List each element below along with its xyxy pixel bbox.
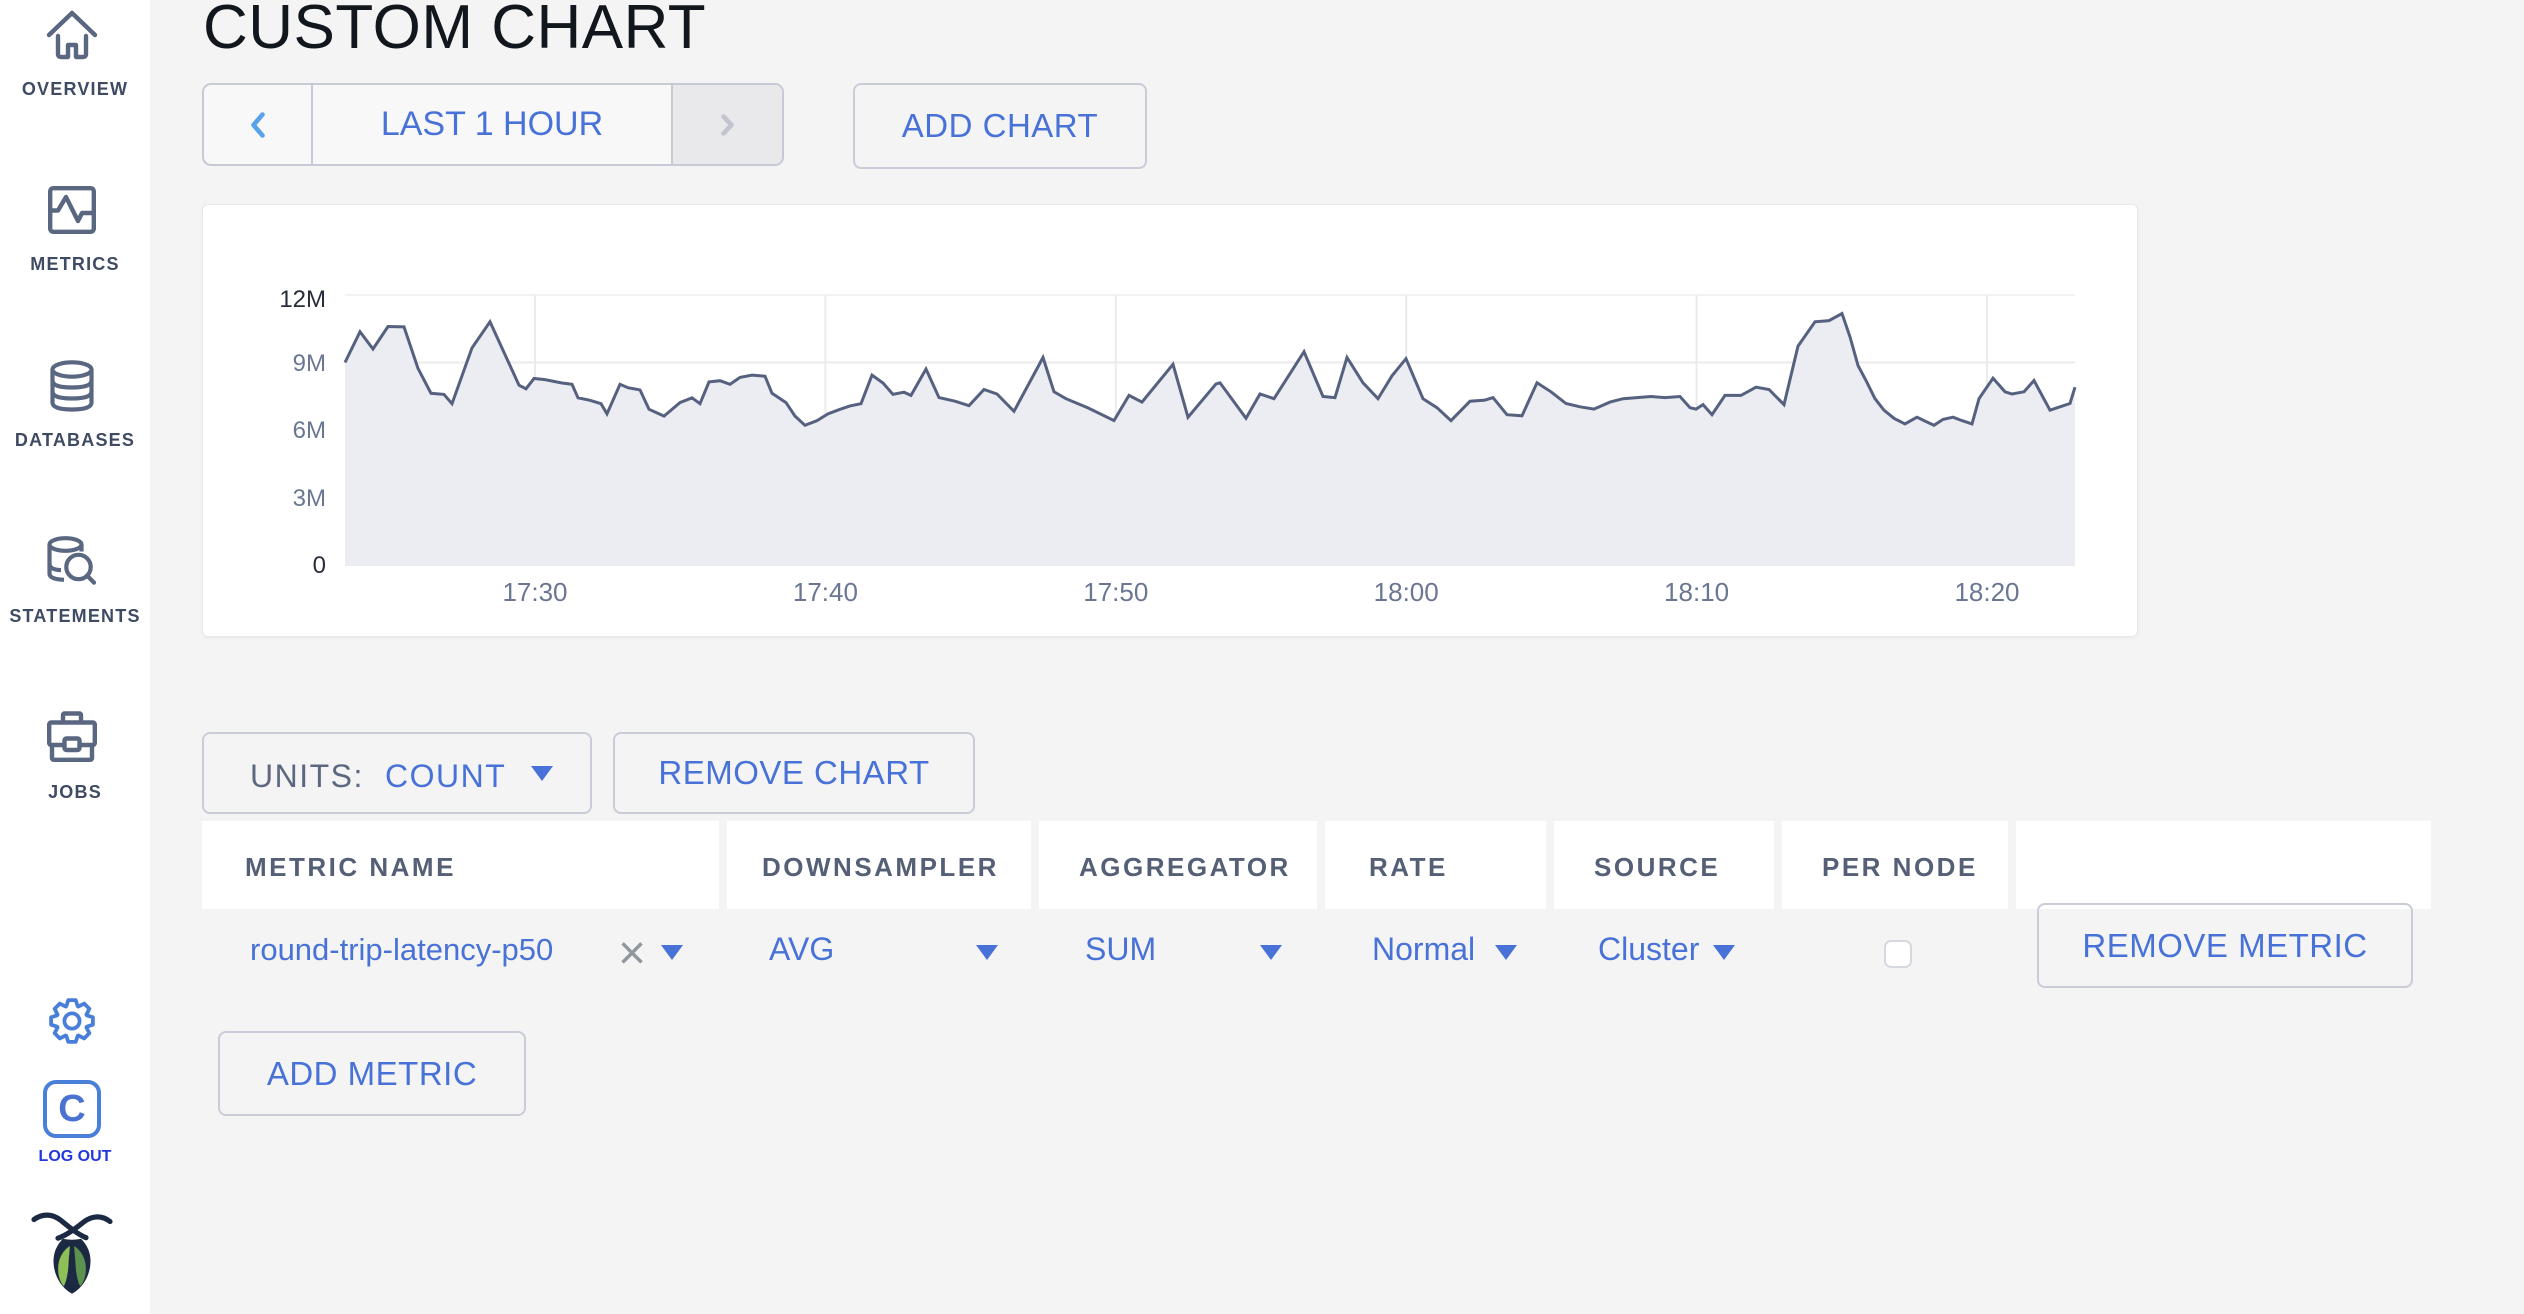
svg-text:3M: 3M [293,485,326,512]
svg-text:18:20: 18:20 [1954,577,2019,607]
svg-text:17:40: 17:40 [793,577,858,607]
svg-text:9M: 9M [293,350,326,377]
svg-text:6M: 6M [293,417,326,444]
svg-text:12M: 12M [279,286,326,313]
svg-text:18:00: 18:00 [1374,577,1439,607]
svg-text:17:50: 17:50 [1083,577,1148,607]
svg-text:18:10: 18:10 [1664,577,1729,607]
svg-text:0: 0 [313,552,326,579]
svg-text:17:30: 17:30 [502,577,567,607]
